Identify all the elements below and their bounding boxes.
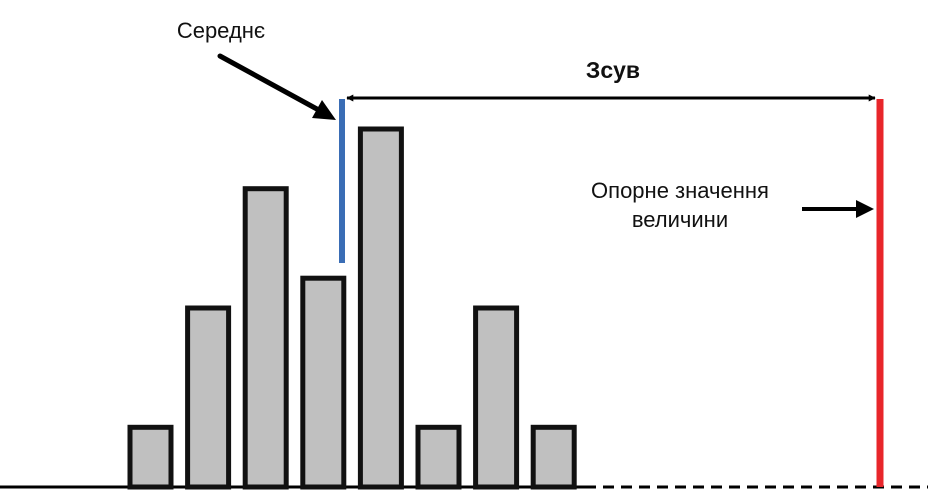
histogram-bar <box>415 424 462 490</box>
mean-label: Середнє <box>177 18 265 43</box>
reference-pointer-arrowhead <box>856 200 874 218</box>
histogram-bar <box>127 424 174 490</box>
histogram-bar <box>357 126 404 490</box>
mean-pointer-arrow <box>217 53 329 117</box>
bias-label: Зсув <box>586 57 640 83</box>
histogram-bar <box>185 305 232 490</box>
reference-label-line2: величини <box>632 207 728 232</box>
mean-pointer-arrowhead <box>312 100 336 120</box>
histogram-bar <box>530 424 577 490</box>
histogram-bar <box>300 275 347 490</box>
histogram-bar <box>473 305 520 490</box>
histogram-bar <box>242 186 289 490</box>
histogram-bars <box>127 126 577 490</box>
reference-label-line1: Опорне значення <box>591 178 769 203</box>
